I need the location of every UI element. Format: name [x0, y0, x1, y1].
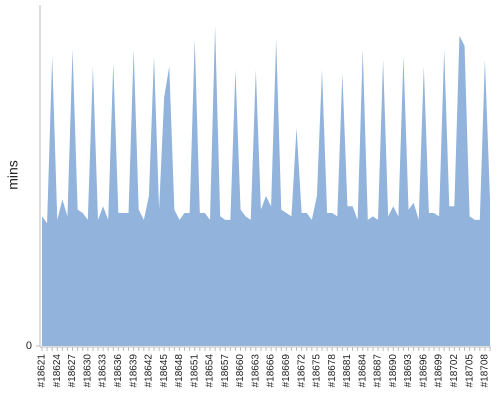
- x-tick-label: #18648: [174, 354, 185, 388]
- x-tick-label: #18687: [373, 354, 384, 388]
- x-tick-label: #18639: [128, 354, 139, 388]
- x-tick-label: #18621: [37, 354, 48, 388]
- x-tick-label: #18684: [357, 354, 368, 388]
- x-tick-label: #18633: [98, 354, 109, 388]
- x-tick-label: #18651: [189, 354, 200, 388]
- x-tick-label: #18645: [159, 354, 170, 388]
- x-tick-label: #18630: [82, 354, 93, 388]
- x-tick-label: #18624: [52, 354, 63, 388]
- y-tick-label: 0: [26, 340, 32, 352]
- x-tick-label: #18654: [205, 354, 216, 388]
- x-tick-label: #18657: [220, 354, 231, 388]
- x-tick-label: #18708: [480, 354, 491, 388]
- x-tick-label: #18705: [464, 354, 475, 388]
- x-tick-label: #18642: [144, 354, 155, 388]
- area: [42, 25, 490, 347]
- y-axis-label: mins: [5, 160, 21, 190]
- x-tick-label: #18693: [403, 354, 414, 388]
- x-tick-label: #18699: [434, 354, 445, 388]
- x-tick-label: #18627: [67, 354, 78, 388]
- x-tick-label: #18660: [235, 354, 246, 388]
- x-tick-label: #18672: [296, 354, 307, 388]
- x-tick-label: #18636: [113, 354, 124, 388]
- x-tick-label: #18675: [312, 354, 323, 388]
- x-tick-label: #18678: [327, 354, 338, 388]
- x-tick-label: #18696: [418, 354, 429, 388]
- x-tick-label: #18702: [449, 354, 460, 388]
- x-tick-label: #18663: [250, 354, 261, 388]
- x-tick-label: #18681: [342, 354, 353, 388]
- x-tick-label: #18666: [266, 354, 277, 388]
- x-tick-label: #18669: [281, 354, 292, 388]
- x-tick-label: #18690: [388, 354, 399, 388]
